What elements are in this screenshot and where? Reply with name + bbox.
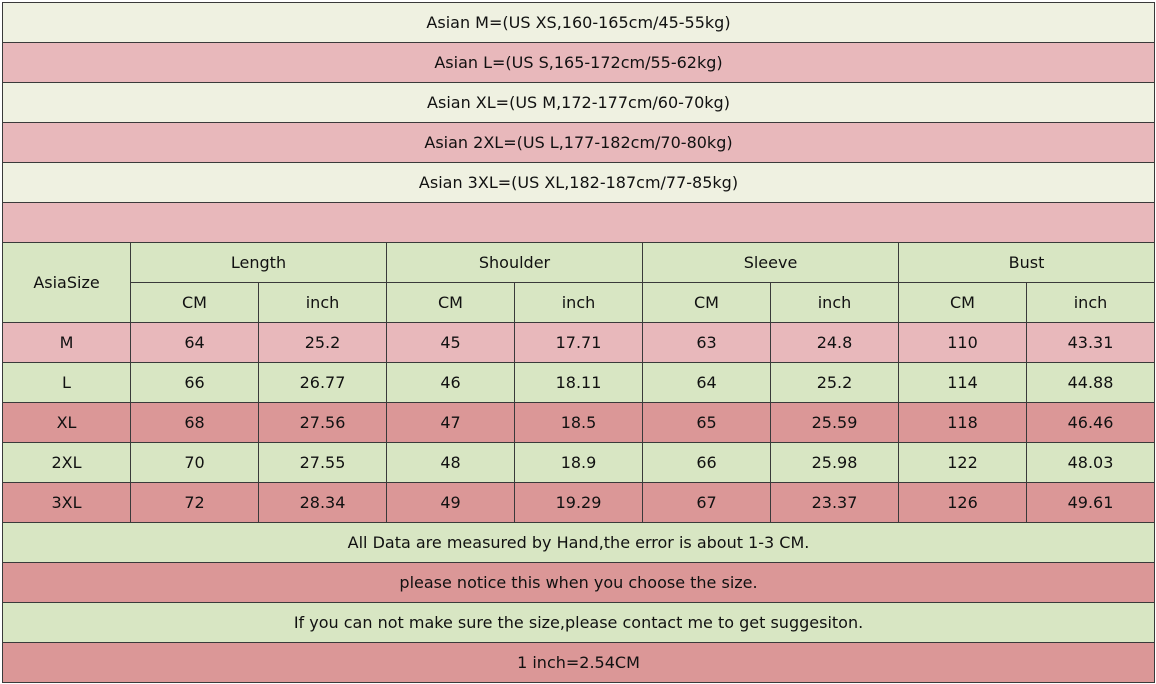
value-cell: 72 — [130, 482, 259, 523]
note-text: All Data are measured by Hand,the error … — [2, 522, 1155, 563]
value-cell: 27.56 — [258, 402, 387, 443]
value-cell: 65 — [642, 402, 771, 443]
value-cell: 43.31 — [1026, 322, 1155, 363]
header-row-groups: AsiaSize Length Shoulder Sleeve Bust — [2, 242, 1155, 323]
value-cell: 47 — [386, 402, 515, 443]
conversion-text: Asian 3XL=(US XL,182-187cm/77-85kg) — [2, 162, 1155, 203]
note-row: All Data are measured by Hand,the error … — [2, 522, 1155, 563]
conversion-row: Asian XL=(US M,172-177cm/60-70kg) — [2, 82, 1155, 123]
table-row: 2XL 70 27.55 48 18.9 66 25.98 122 48.03 — [2, 442, 1155, 483]
value-cell: 25.98 — [770, 442, 899, 483]
conversion-row: Asian 3XL=(US XL,182-187cm/77-85kg) — [2, 162, 1155, 203]
conversion-row: Asian M=(US XS,160-165cm/45-55kg) — [2, 2, 1155, 43]
value-cell: 28.34 — [258, 482, 387, 523]
value-cell: 66 — [130, 362, 259, 403]
value-cell: 122 — [898, 442, 1027, 483]
unit-header: CM — [386, 282, 515, 323]
value-cell: 66 — [642, 442, 771, 483]
group-header-bust: Bust — [898, 242, 1155, 283]
size-cell: 3XL — [2, 482, 131, 523]
value-cell: 18.9 — [514, 442, 643, 483]
value-cell: 46 — [386, 362, 515, 403]
spacer-cell — [2, 202, 1155, 243]
note-text: If you can not make sure the size,please… — [2, 602, 1155, 643]
value-cell: 110 — [898, 322, 1027, 363]
table-row: M 64 25.2 45 17.71 63 24.8 110 43.31 — [2, 322, 1155, 363]
value-cell: 18.11 — [514, 362, 643, 403]
value-cell: 68 — [130, 402, 259, 443]
conversion-text: Asian XL=(US M,172-177cm/60-70kg) — [2, 82, 1155, 123]
table-row: XL 68 27.56 47 18.5 65 25.59 118 46.46 — [2, 402, 1155, 443]
group-header-sleeve: Sleeve — [642, 242, 899, 283]
value-cell: 45 — [386, 322, 515, 363]
value-cell: 27.55 — [258, 442, 387, 483]
note-text: please notice this when you choose the s… — [2, 562, 1155, 603]
value-cell: 17.71 — [514, 322, 643, 363]
spacer-row — [2, 202, 1155, 243]
conversion-text: Asian 2XL=(US L,177-182cm/70-80kg) — [2, 122, 1155, 163]
conversion-text: Asian M=(US XS,160-165cm/45-55kg) — [2, 2, 1155, 43]
note-row: If you can not make sure the size,please… — [2, 602, 1155, 643]
group-header-shoulder: Shoulder — [386, 242, 643, 283]
unit-header: inch — [1026, 282, 1155, 323]
value-cell: 118 — [898, 402, 1027, 443]
unit-header: inch — [770, 282, 899, 323]
value-cell: 126 — [898, 482, 1027, 523]
conversion-row: Asian 2XL=(US L,177-182cm/70-80kg) — [2, 122, 1155, 163]
size-cell: M — [2, 322, 131, 363]
value-cell: 63 — [642, 322, 771, 363]
unit-header: CM — [130, 282, 259, 323]
value-cell: 70 — [130, 442, 259, 483]
value-cell: 18.5 — [514, 402, 643, 443]
value-cell: 49.61 — [1026, 482, 1155, 523]
value-cell: 19.29 — [514, 482, 643, 523]
unit-header: inch — [258, 282, 387, 323]
group-header-length: Length — [130, 242, 387, 283]
unit-header: CM — [898, 282, 1027, 323]
value-cell: 26.77 — [258, 362, 387, 403]
size-cell: L — [2, 362, 131, 403]
size-cell: 2XL — [2, 442, 131, 483]
value-cell: 44.88 — [1026, 362, 1155, 403]
value-cell: 67 — [642, 482, 771, 523]
note-row: please notice this when you choose the s… — [2, 562, 1155, 603]
value-cell: 25.59 — [770, 402, 899, 443]
value-cell: 24.8 — [770, 322, 899, 363]
value-cell: 25.2 — [258, 322, 387, 363]
value-cell: 46.46 — [1026, 402, 1155, 443]
note-row: 1 inch=2.54CM — [2, 642, 1155, 683]
unit-header: inch — [514, 282, 643, 323]
note-text: 1 inch=2.54CM — [2, 642, 1155, 683]
value-cell: 49 — [386, 482, 515, 523]
size-header: AsiaSize — [2, 242, 131, 323]
conversion-row: Asian L=(US S,165-172cm/55-62kg) — [2, 42, 1155, 83]
header-row-units: CM inch CM inch CM inch CM inch — [3, 282, 1155, 323]
value-cell: 114 — [898, 362, 1027, 403]
value-cell: 25.2 — [770, 362, 899, 403]
value-cell: 23.37 — [770, 482, 899, 523]
value-cell: 64 — [130, 322, 259, 363]
unit-header: CM — [642, 282, 771, 323]
value-cell: 48 — [386, 442, 515, 483]
table-row: L 66 26.77 46 18.11 64 25.2 114 44.88 — [2, 362, 1155, 403]
size-cell: XL — [2, 402, 131, 443]
value-cell: 48.03 — [1026, 442, 1155, 483]
value-cell: 64 — [642, 362, 771, 403]
conversion-text: Asian L=(US S,165-172cm/55-62kg) — [2, 42, 1155, 83]
table-row: 3XL 72 28.34 49 19.29 67 23.37 126 49.61 — [2, 482, 1155, 523]
